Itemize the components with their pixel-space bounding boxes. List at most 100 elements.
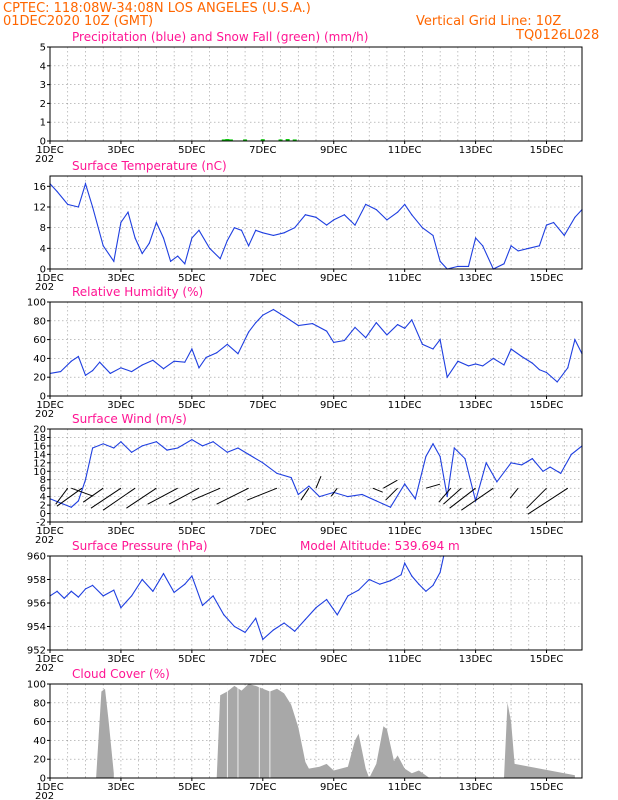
y-tick-label: 40 [33,736,46,747]
humidity-point [492,357,494,359]
x-tick-label: 3DEC [107,145,134,156]
pressure-point [389,580,392,582]
wind-point [439,455,441,458]
wind-point [77,500,79,502]
temperature-point [134,237,136,239]
humidity-point [77,355,79,358]
humidity-point [545,371,548,374]
wind-point [485,462,487,464]
temperature-point [283,232,285,234]
precipitation-panel: 0 1 2 3 4 5 1DEC 3DEC 5DEC 7DEC 9DEC 11DEC 13DEC 15DE… [35,30,583,165]
x-tick-label: 7DEC [249,526,276,537]
x-tick-label: 11DEC [388,273,422,284]
wind-vector-arrow [526,487,547,509]
temperature-point [553,221,555,224]
wind-point [389,506,392,508]
pressure-point [379,583,381,585]
humidity-point [248,331,250,333]
pressure-point [294,630,296,632]
humidity-point [120,367,122,369]
humidity-point [531,362,533,364]
wind-point [130,451,133,453]
y-tick-label: 14 [33,450,46,461]
x-tick-label: 5DEC [178,400,205,411]
pressure-panel: 952 954 956 958 960 1DEC 3DEC 5DEC 7DEC 9DEC 11DEC… [27,539,583,674]
wind-vector-arrow [192,487,221,501]
x-tick-label: 13DEC [459,526,493,537]
humidity-point [446,376,448,378]
x-tick-label: 11DEC [388,526,422,537]
pressure-point [70,590,72,592]
temperature-point [294,227,296,229]
wind-vector-arrow [168,487,200,505]
humidity-point [365,337,367,339]
x-tick-label: 9DEC [320,526,347,537]
pressure-point [262,638,264,641]
x-tick-label: 9DEC [320,654,347,665]
humidity-point [272,308,275,311]
pressure-point [223,614,225,616]
x-tick-label: 7DEC [249,400,276,411]
humidity-point [503,364,505,366]
humidity-point [283,315,285,317]
humidity-point [404,327,406,329]
wind-point [102,443,104,445]
x-tick-label: 5DEC [178,526,205,537]
temperature-point [141,252,143,255]
humidity-point [109,372,111,375]
wind-point [84,479,87,481]
pressure-point [418,583,420,585]
wind-vector-arrow [300,487,310,501]
temperature-point [191,237,193,239]
temperature-point [77,206,79,208]
temperature-point [517,250,519,252]
x-tick-label: 1DEC [36,782,63,793]
temperature-series-line [49,181,583,270]
wind-vector-arrow [443,487,462,505]
cloud-cover-grid [50,683,582,779]
y-tick-label: 0 [40,137,46,148]
temperature-point [248,245,250,247]
pressure-point [152,590,154,592]
y-tick-label: 100 [27,298,46,309]
temperature-point [354,224,356,226]
wind-point [560,472,562,474]
pressure-point [162,573,165,575]
header-model-code: TQ0126L028 [515,28,599,43]
y-tick-label: 12 [33,458,46,469]
pressure-point [120,607,122,609]
year-stub: 202 [35,409,54,420]
wind-point [297,493,299,496]
wind-point [404,483,406,485]
wind-point [308,485,310,487]
humidity-point [237,353,239,355]
pressure-point [326,598,328,601]
y-tick-label: 60 [33,717,46,728]
humidity-point [538,369,541,371]
x-tick-label: 5DEC [178,654,205,665]
humidity-point [84,374,87,376]
snow-bar [228,139,233,142]
x-tick-label: 9DEC [320,145,347,156]
x-tick-label: 3DEC [107,654,134,665]
x-tick-label: 3DEC [107,782,134,793]
humidity-point [262,314,264,316]
temperature-point [177,255,179,257]
precipitation-title: Precipitation (blue) and Snow Fall (gree… [72,30,368,44]
snow-bar [285,139,290,142]
y-tick-label: 3 [40,80,46,91]
y-tick-label: 60 [33,335,46,346]
wind-vector-arrow [147,487,178,505]
wind-vector-arrow [372,487,383,493]
wind-point [248,453,250,455]
year-stub: 202 [35,791,54,800]
x-tick-label: 9DEC [320,273,347,284]
temperature-point [439,260,441,262]
humidity-point [216,352,218,354]
x-tick-label: 1DEC [36,654,63,665]
temperature-point [375,208,377,211]
wind-vector-arrow [246,487,278,501]
wind-vector-arrow [385,487,398,501]
pressure-series-line [49,555,445,641]
